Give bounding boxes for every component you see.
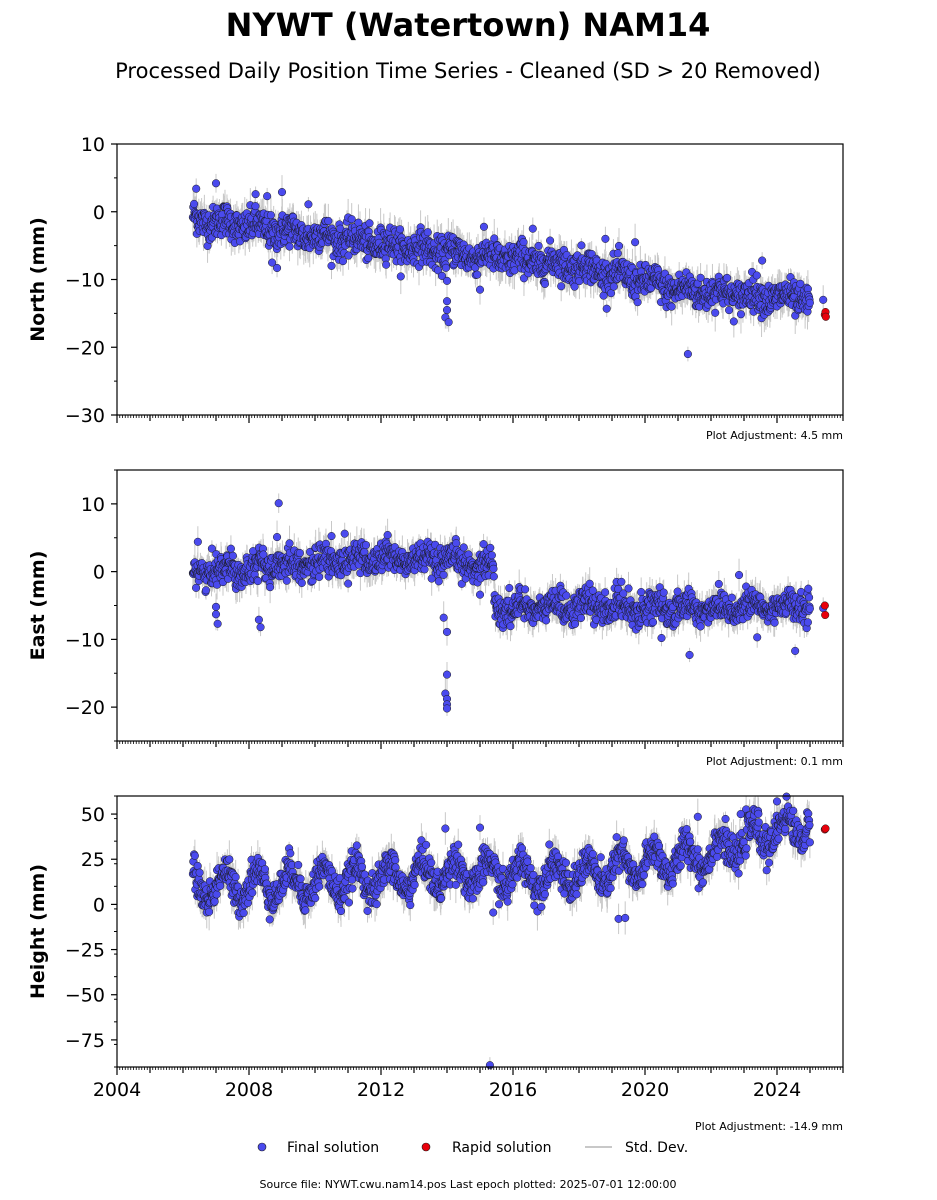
north-final-point: [528, 224, 537, 233]
north-final-point: [441, 263, 450, 272]
north-final-point: [442, 297, 452, 306]
chart-subtitle: Processed Daily Position Time Series - C…: [115, 59, 821, 83]
north-final-point: [338, 257, 348, 266]
north-final-point: [442, 276, 452, 285]
north-final-point: [557, 282, 566, 291]
north-final-point: [805, 298, 814, 307]
north-final-point: [251, 202, 260, 211]
north-final-point: [736, 310, 746, 319]
north-panel: 10 0 −10 −20 −30 North (mm) Plot Adjustment:…: [27, 134, 844, 442]
north-final-point: [667, 302, 676, 311]
north-final-point: [723, 273, 732, 282]
north-y-tick-label: −20: [65, 337, 105, 359]
north-final-point: [285, 242, 294, 251]
north-final-point: [347, 215, 356, 224]
north-final-point: [327, 261, 336, 270]
east-panel: 100−10−20 East (mm) Plot Adjustment: 0.1…: [27, 469, 844, 768]
north-final-point: [729, 317, 738, 326]
north-final-point: [546, 236, 555, 245]
north-final-point: [510, 266, 519, 275]
north-final-point: [344, 251, 353, 260]
north-final-point: [251, 190, 260, 199]
north-final-point: [479, 222, 489, 231]
north-final-point: [609, 282, 618, 291]
north-final-point: [602, 304, 611, 313]
north-final-point: [683, 349, 692, 359]
chart-title: NYWT (Watertown) NAM14: [226, 6, 711, 44]
north-final-point: [442, 305, 452, 315]
north-y-tick-label: 10: [81, 134, 105, 156]
north-final-point: [752, 271, 761, 280]
north-final-point: [266, 211, 275, 220]
north-final-point: [819, 295, 828, 304]
north-final-point: [263, 192, 272, 201]
north-rapid-series: [820, 307, 830, 321]
north-final-point: [192, 184, 201, 193]
north-final-point: [473, 270, 482, 279]
north-final-point: [711, 308, 720, 317]
north-final-point: [613, 249, 622, 258]
north-final-point: [725, 306, 734, 315]
north-final-point: [633, 298, 642, 307]
north-final-point: [382, 260, 391, 269]
north-final-point: [758, 256, 767, 265]
north-y-axis-label: North (mm): [27, 217, 49, 342]
north-final-point: [534, 241, 543, 250]
north-y-tick-label: 0: [93, 202, 105, 224]
north-final-point: [614, 241, 624, 250]
north-final-point: [601, 234, 610, 243]
north-final-point: [631, 238, 640, 247]
north-final-point: [277, 188, 287, 197]
north-final-point: [211, 179, 221, 188]
north-final-point: [519, 238, 528, 247]
north-final-point: [365, 219, 374, 228]
north-final-point: [540, 279, 549, 288]
north-plot-adjustment: Plot Adjustment: 4.5 mm: [706, 429, 843, 442]
north-final-point: [577, 241, 586, 250]
north-y-tick-label: −10: [65, 270, 105, 292]
north-final-point: [273, 263, 282, 273]
north-final-point: [396, 272, 405, 281]
north-final-point: [190, 199, 199, 208]
north-final-point: [395, 225, 405, 234]
north-final-point: [364, 254, 373, 263]
north-final-point: [475, 285, 485, 294]
north-final-point: [324, 216, 333, 226]
north-rapid-point: [821, 312, 830, 321]
north-final-point: [444, 318, 453, 327]
north-final-point: [354, 218, 363, 227]
north-final-series: [188, 179, 828, 359]
north-final-point: [304, 200, 313, 209]
north-final-point: [423, 228, 432, 237]
north-y-tick-label: −30: [65, 405, 105, 427]
